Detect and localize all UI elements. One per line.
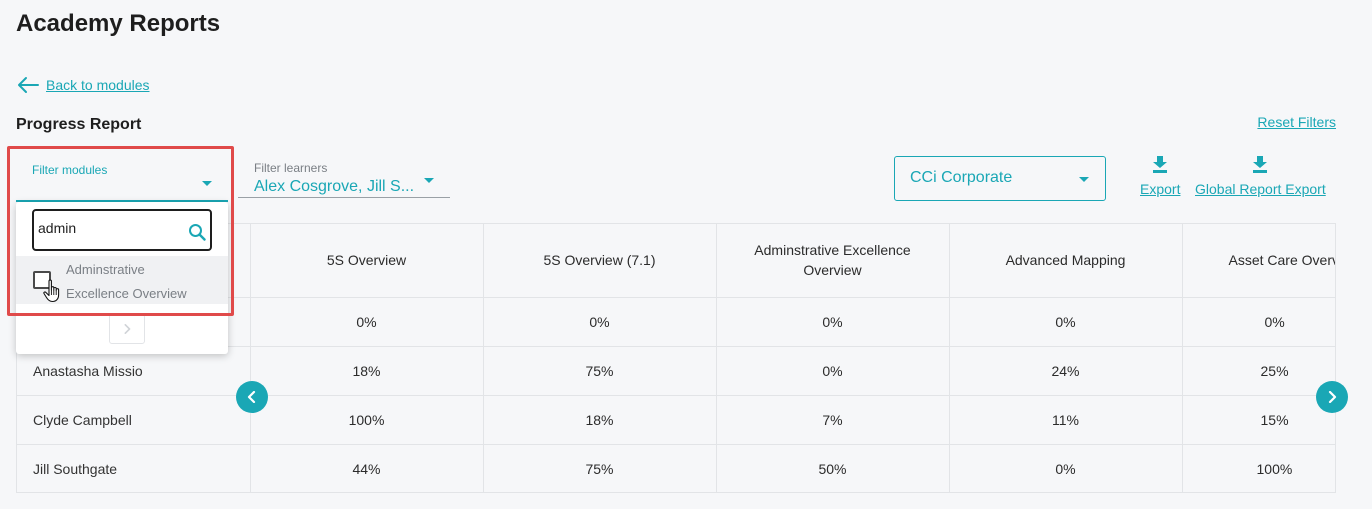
progress-cell: 0% (250, 297, 484, 347)
progress-cell: 0% (483, 297, 717, 347)
progress-cell: 0% (716, 346, 950, 396)
download-icon (1153, 156, 1168, 173)
filter-modules-dropdown: Adminstrative Excellence Overview (16, 202, 228, 354)
dropdown-next-button[interactable] (109, 314, 145, 344)
column-header[interactable]: 5S Overview (7.1) (483, 224, 717, 298)
progress-cell: 18% (250, 346, 484, 396)
progress-cell: 15% (1182, 395, 1335, 445)
filter-modules-label: Filter modules (32, 163, 108, 177)
table-row: Clyde Campbell 100% 18% 7% 11% 15% (17, 395, 1335, 445)
back-link-label: Back to modules (46, 77, 150, 93)
column-header[interactable]: 5S Overview (250, 224, 484, 298)
caret-down-icon (424, 178, 434, 183)
caret-down-icon (1079, 177, 1089, 182)
organization-value: CCi Corporate (910, 169, 1013, 186)
table-row: Anastasha Missio 18% 75% 0% 24% 25% (17, 346, 1335, 396)
progress-cell: 75% (483, 444, 717, 492)
progress-cell: 11% (949, 395, 1183, 445)
module-search-input[interactable] (38, 220, 178, 236)
organization-select[interactable]: CCi Corporate (894, 156, 1106, 201)
page-title: Academy Reports (16, 10, 221, 37)
module-search-box (32, 209, 212, 251)
learner-name-cell: Jill Southgate (17, 444, 251, 492)
column-header[interactable]: Adminstrative Excellence Overview (716, 224, 950, 298)
scroll-right-button[interactable] (1316, 381, 1348, 413)
filter-modules-select[interactable]: Filter modules (16, 150, 228, 202)
back-to-modules-link[interactable]: Back to modules (16, 76, 150, 94)
learner-name-cell: Clyde Campbell (17, 395, 251, 445)
export-label: Export (1140, 181, 1181, 197)
progress-cell: 100% (250, 395, 484, 445)
chevron-right-icon (1328, 391, 1337, 403)
caret-down-icon (202, 181, 212, 186)
option-label: Adminstrative Excellence Overview (66, 258, 216, 306)
pointer-hand-icon (43, 279, 60, 303)
progress-cell: 75% (483, 346, 717, 396)
progress-cell: 25% (1182, 346, 1335, 396)
filter-learners-value: Alex Cosgrove, Jill S... (254, 178, 415, 195)
scroll-left-button[interactable] (236, 381, 268, 413)
filter-learners-label: Filter learners (254, 161, 328, 175)
option-label-line1: Adminstrative (66, 262, 145, 277)
search-icon[interactable] (188, 223, 206, 241)
chevron-right-icon (124, 324, 131, 334)
progress-cell: 0% (949, 297, 1183, 347)
progress-cell: 50% (716, 444, 950, 492)
progress-cell: 0% (716, 297, 950, 347)
column-header[interactable]: Asset Care Overview (1182, 224, 1335, 298)
export-button[interactable]: Export (1140, 156, 1180, 197)
progress-cell: 0% (1182, 297, 1335, 347)
arrow-left-icon (18, 77, 39, 93)
progress-cell: 18% (483, 395, 717, 445)
reset-filters-link[interactable]: Reset Filters (1257, 114, 1336, 130)
column-header[interactable]: Advanced Mapping (949, 224, 1183, 298)
table-row: Jill Southgate 44% 75% 50% 0% 100% (17, 444, 1335, 492)
progress-cell: 24% (949, 346, 1183, 396)
progress-cell: 100% (1182, 444, 1335, 492)
report-title: Progress Report (16, 116, 142, 133)
learner-name-cell: Anastasha Missio (17, 346, 251, 396)
filter-learners-select[interactable]: Filter learners Alex Cosgrove, Jill S... (238, 152, 450, 198)
global-report-export-button[interactable]: Global Report Export (1195, 156, 1326, 197)
progress-cell: 44% (250, 444, 484, 492)
option-label-line2: Excellence Overview (66, 286, 187, 301)
progress-cell: 0% (949, 444, 1183, 492)
global-report-export-label: Global Report Export (1195, 181, 1326, 197)
chevron-left-icon (247, 391, 256, 403)
progress-cell: 7% (716, 395, 950, 445)
download-icon (1253, 156, 1268, 173)
